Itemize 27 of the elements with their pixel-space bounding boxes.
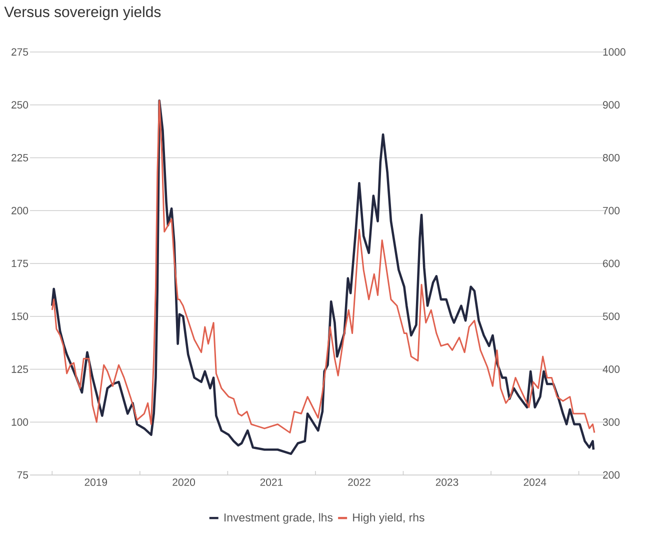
y-tick-label: 225 xyxy=(12,154,28,162)
y2-tick-label: 800 xyxy=(602,154,620,162)
x-tick-label: 2021 xyxy=(260,478,283,486)
y-tick-label: 100 xyxy=(12,418,28,426)
y2-tick-label: 1000 xyxy=(603,48,626,56)
y2-tick-label: 300 xyxy=(602,418,620,426)
y2-tick-label: 500 xyxy=(602,312,620,320)
y2-tick-label: 200 xyxy=(603,471,620,479)
x-tick-label: 2024 xyxy=(524,478,546,486)
y2-tick-label: 700 xyxy=(603,206,620,214)
legend-label: High yield, rhs xyxy=(353,513,424,524)
y-tick-label: 75 xyxy=(17,471,28,479)
x-tick-label: 2023 xyxy=(436,478,458,486)
y-tick-label: 125 xyxy=(12,366,28,373)
y-tick-label: 175 xyxy=(12,260,28,268)
x-tick-label: 2020 xyxy=(172,478,196,486)
chart-title: Versus sovereign yields xyxy=(4,6,161,20)
y-tick-label: 150 xyxy=(12,312,28,320)
y-tick-label: 275 xyxy=(12,48,28,56)
x-tick-label: 2022 xyxy=(348,478,370,486)
y2-tick-label: 900 xyxy=(603,101,620,109)
y2-tick-label: 600 xyxy=(603,260,620,268)
legend-label: Investment grade, lhs xyxy=(224,513,333,524)
y-tick-label: 200 xyxy=(12,206,28,214)
x-tick-label: 2019 xyxy=(84,478,108,486)
y2-tick-label: 400 xyxy=(602,366,620,373)
y-tick-label: 250 xyxy=(12,101,28,109)
